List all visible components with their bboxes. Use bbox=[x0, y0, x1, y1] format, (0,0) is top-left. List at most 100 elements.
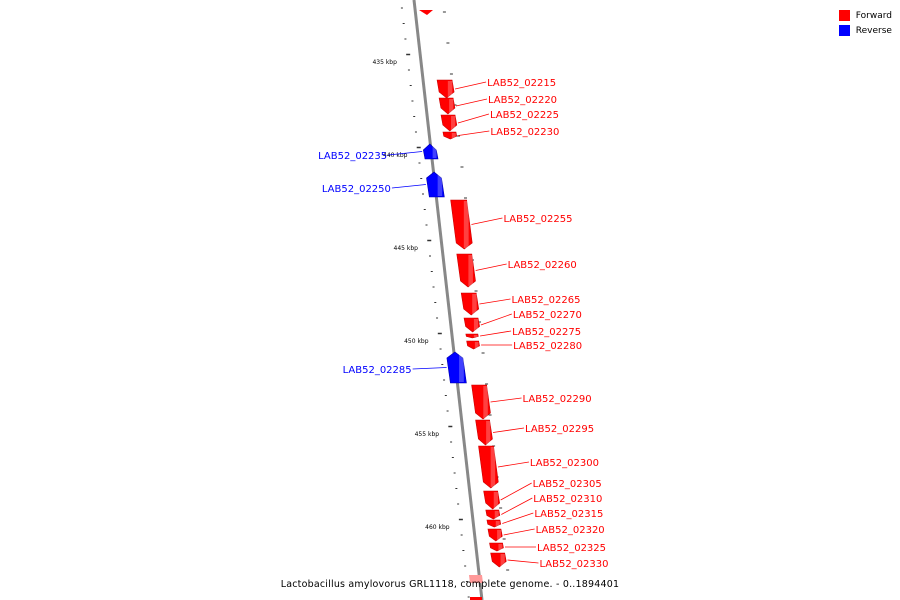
gene-shade bbox=[468, 255, 473, 286]
gene-leader-line bbox=[475, 263, 507, 271]
gene-shade bbox=[490, 447, 496, 487]
gene-label: LAB52_02300 bbox=[530, 458, 599, 469]
ruler-label: 460 kbp bbox=[425, 524, 450, 531]
gene-label: LAB52_02265 bbox=[511, 295, 580, 306]
reverse-swatch bbox=[838, 25, 850, 36]
gene-labels: LAB52_02215 LAB52_02220 LAB52_02225 LAB52_0… bbox=[318, 78, 608, 570]
gene-shade bbox=[497, 530, 501, 540]
gene-arrow bbox=[446, 351, 467, 384]
gene-shade bbox=[498, 544, 503, 550]
gene-arrow bbox=[465, 333, 479, 339]
gene-arrow bbox=[463, 317, 480, 333]
gene-arrow bbox=[490, 552, 507, 568]
gene-label: LAB52_02295 bbox=[525, 424, 594, 435]
gene-shade bbox=[459, 353, 464, 382]
gene-leader-line bbox=[490, 397, 522, 403]
gene-leader-line bbox=[492, 427, 525, 433]
gene-leader-line bbox=[412, 367, 447, 370]
gene-label: LAB52_02220 bbox=[488, 95, 557, 106]
gene-label: LAB52_02255 bbox=[503, 214, 572, 225]
gene-leader-line bbox=[479, 298, 511, 305]
gene-arrow bbox=[440, 114, 458, 132]
gene-label: LAB52_02225 bbox=[490, 110, 559, 121]
gene-shade bbox=[494, 511, 499, 518]
gene-shade bbox=[495, 521, 500, 526]
gene-label: LAB52_02315 bbox=[534, 509, 603, 520]
gene-arrow-partial bbox=[470, 597, 482, 600]
ruler-label: 445 kbp bbox=[394, 245, 419, 252]
gene-leader-line bbox=[501, 497, 533, 515]
ruler-label: 440 kbp bbox=[383, 152, 408, 159]
gene-shade bbox=[451, 133, 456, 138]
gene-arrow bbox=[483, 490, 501, 510]
gene-shade bbox=[493, 492, 498, 508]
gene-leader-line bbox=[391, 184, 426, 189]
gene-arrow bbox=[475, 419, 493, 446]
gene-shade bbox=[486, 421, 491, 444]
gene-label: LAB52_02215 bbox=[487, 78, 556, 89]
gene-arrow bbox=[456, 253, 476, 288]
gene-leader-line bbox=[471, 217, 503, 225]
gene-label: LAB52_02260 bbox=[508, 260, 577, 271]
gene-leader-line bbox=[503, 528, 535, 536]
gene-arrow bbox=[450, 199, 473, 250]
gene-shade bbox=[500, 554, 505, 566]
gene-arrow bbox=[436, 79, 455, 99]
gene-label: LAB52_02275 bbox=[512, 327, 581, 338]
gene-shade bbox=[473, 335, 478, 337]
gene-leader-line bbox=[480, 313, 512, 326]
gene-label: LAB52_02325 bbox=[537, 543, 606, 554]
gene-shade bbox=[432, 145, 437, 158]
gene-leader-line bbox=[497, 461, 529, 468]
gene-label: LAB52_02230 bbox=[490, 127, 559, 138]
gene-label: LAB52_02270 bbox=[513, 310, 582, 321]
gene-shade bbox=[451, 116, 456, 130]
gene-shade bbox=[437, 173, 443, 196]
gene-leader-line bbox=[388, 151, 423, 156]
forward-swatch bbox=[838, 10, 850, 21]
gene-arrow bbox=[442, 131, 458, 140]
gene-leader-line bbox=[454, 81, 487, 90]
gene-features bbox=[419, 10, 507, 600]
gene-leader-line bbox=[457, 113, 490, 124]
gene-shade bbox=[483, 386, 488, 418]
legend-reverse: Reverse bbox=[838, 23, 892, 38]
gene-arrow bbox=[485, 509, 501, 520]
gene-arrow bbox=[426, 171, 445, 198]
gene-leader-line bbox=[458, 130, 490, 136]
gene-arrow bbox=[478, 445, 499, 489]
ruler-label: 435 kbp bbox=[372, 59, 397, 66]
gene-shade bbox=[472, 294, 477, 314]
gene-arrow bbox=[460, 292, 480, 316]
gene-leader-line bbox=[502, 512, 534, 524]
gene-label: LAB52_02235 bbox=[318, 151, 387, 162]
gene-label: LAB52_02330 bbox=[539, 559, 608, 570]
ruler-label: 450 kbp bbox=[404, 338, 429, 345]
ruler-label: 455 kbp bbox=[415, 431, 440, 438]
gene-shade bbox=[447, 81, 453, 97]
gene-shade bbox=[463, 201, 469, 248]
genome-backbone bbox=[412, 0, 484, 600]
legend-forward: Forward bbox=[838, 8, 892, 23]
gene-arrow bbox=[487, 528, 503, 542]
gene-label: LAB52_02250 bbox=[322, 184, 391, 195]
legend: Forward Reverse bbox=[838, 8, 892, 38]
gene-shade bbox=[449, 99, 454, 113]
gene-leader-line bbox=[500, 482, 532, 501]
gene-shade bbox=[473, 319, 479, 331]
gene-label: LAB52_02290 bbox=[523, 394, 592, 405]
gene-shade bbox=[474, 342, 479, 348]
gene-arrow bbox=[471, 384, 491, 420]
gene-arrow bbox=[489, 542, 504, 552]
gene-leader-line bbox=[480, 330, 512, 337]
gene-arrow bbox=[486, 519, 502, 528]
legend-reverse-label: Reverse bbox=[855, 25, 892, 36]
gene-leader-line bbox=[507, 559, 539, 564]
gene-arrow-partial bbox=[419, 10, 433, 15]
gene-arrow bbox=[422, 143, 439, 160]
gene-leader-line bbox=[455, 98, 488, 107]
sequence-caption: Lactobacillus amylovorus GRL1118, comple… bbox=[280, 579, 620, 590]
gene-label: LAB52_02280 bbox=[513, 341, 582, 352]
gene-arrow-partial bbox=[469, 575, 483, 583]
